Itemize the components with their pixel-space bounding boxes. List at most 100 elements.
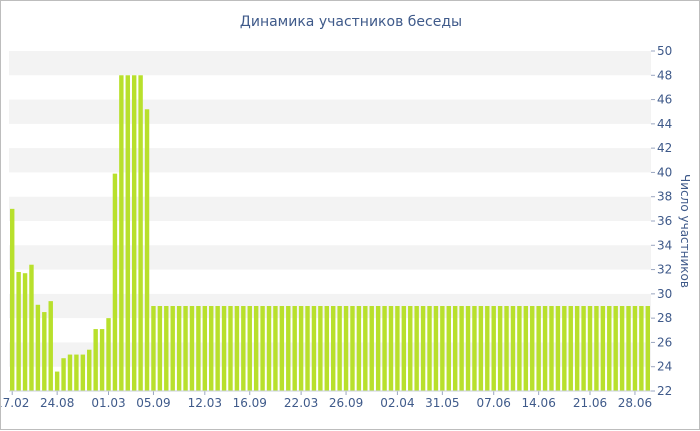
bar: [106, 318, 111, 391]
bar: [523, 306, 529, 391]
x-axis-ticks: 17.02 24.08 01.03 05.09 12.03 16.09 22.03 26.09…: [1, 390, 652, 410]
bar: [568, 306, 573, 391]
bar-series: [10, 75, 650, 391]
bar: [433, 306, 439, 391]
bar: [645, 306, 650, 391]
y-tick-label: 26: [657, 335, 672, 349]
bar: [375, 306, 381, 391]
x-tick-label: 05.09: [136, 396, 170, 410]
bar: [607, 306, 612, 391]
bar: [594, 306, 599, 391]
bar: [491, 306, 496, 391]
bar: [619, 306, 625, 391]
bar: [144, 109, 150, 391]
bar: [504, 306, 509, 391]
bar: [555, 306, 561, 391]
bar: [131, 75, 137, 391]
bar: [613, 306, 618, 391]
bar: [241, 306, 246, 391]
bar: [48, 301, 53, 391]
bar: [472, 306, 477, 391]
bar: [369, 306, 374, 391]
bar: [581, 306, 586, 391]
y-tick-label: 22: [657, 384, 672, 398]
bar: [189, 306, 195, 391]
bar: [164, 306, 169, 391]
bar: [221, 306, 227, 391]
bar: [87, 349, 92, 391]
bar: [260, 306, 265, 391]
bar: [465, 306, 471, 391]
y-tick-label: 40: [657, 165, 672, 179]
bar: [331, 306, 336, 391]
bar: [356, 306, 362, 391]
bar: [16, 272, 21, 391]
bar: [311, 306, 317, 391]
bar: [74, 354, 79, 391]
grid-band: [9, 196, 651, 221]
bar: [549, 306, 554, 391]
bar: [574, 306, 580, 391]
bar: [350, 306, 355, 391]
bar: [119, 75, 124, 391]
grid-band: [9, 245, 651, 270]
y-tick-label: 36: [657, 214, 672, 228]
x-tick-label: 31.05: [425, 396, 459, 410]
bar: [517, 306, 522, 391]
bar: [67, 354, 73, 391]
bar: [305, 306, 310, 391]
bar: [510, 306, 516, 391]
bar: [639, 306, 644, 391]
grid-band: [9, 342, 651, 367]
bar: [93, 329, 98, 391]
bar: [395, 306, 400, 391]
bar: [266, 306, 272, 391]
x-tick-label: 14.06: [521, 396, 555, 410]
bar: [10, 208, 15, 391]
bar: [497, 306, 503, 391]
bar: [196, 306, 201, 391]
y-tick-label: 50: [657, 44, 672, 58]
bar: [61, 358, 66, 391]
bar: [452, 306, 458, 391]
bar: [420, 306, 426, 391]
bar: [478, 306, 484, 391]
bar: [112, 173, 118, 391]
bar: [22, 273, 28, 391]
bar: [42, 312, 47, 391]
bar: [318, 306, 323, 391]
bar: [632, 306, 638, 391]
bar: [138, 75, 143, 391]
bar: [440, 306, 445, 391]
bar: [446, 306, 451, 391]
bar: [562, 306, 567, 391]
x-tick-label: 16.09: [233, 396, 267, 410]
y-tick-label: 46: [657, 93, 672, 107]
grid-band: [9, 51, 651, 76]
bar: [536, 306, 541, 391]
bar: [626, 306, 631, 391]
x-tick-label: 21.06: [573, 396, 607, 410]
bar: [600, 306, 606, 391]
bar: [151, 306, 156, 391]
bar: [253, 306, 259, 391]
bar: [170, 306, 175, 391]
bar: [215, 306, 220, 391]
bar: [228, 306, 233, 391]
bar: [459, 306, 464, 391]
bar: [414, 306, 419, 391]
bar: [388, 306, 394, 391]
bar: [80, 354, 86, 391]
x-tick-label: 24.08: [40, 396, 74, 410]
x-tick-label: 02.04: [380, 396, 414, 410]
bar: [363, 306, 368, 391]
x-tick-label: 12.03: [188, 396, 222, 410]
bar: [99, 329, 105, 391]
bar: [542, 306, 548, 391]
grid-band: [9, 99, 651, 124]
x-tick-label: 22.03: [284, 396, 318, 410]
y-tick-label: 30: [657, 287, 672, 301]
bar: [35, 304, 41, 391]
